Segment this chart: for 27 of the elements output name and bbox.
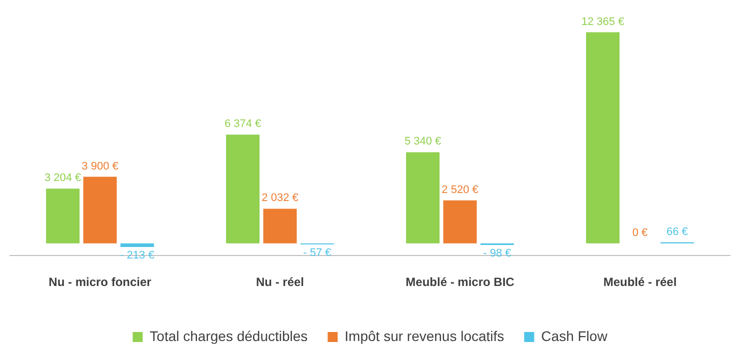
bar bbox=[46, 188, 80, 244]
data-label: 66 € bbox=[666, 226, 688, 238]
data-label: - 213 € bbox=[120, 250, 154, 262]
data-label: 5 340 € bbox=[404, 136, 442, 148]
bar bbox=[406, 152, 440, 244]
x-tick-label: Meublé - micro BIC bbox=[406, 275, 515, 290]
bar bbox=[443, 200, 477, 244]
data-label: 2 520 € bbox=[442, 184, 478, 196]
bar bbox=[226, 134, 260, 244]
legend-label: Impôt sur revenus locatifs bbox=[344, 328, 504, 344]
x-tick-label: Nu - réel bbox=[256, 275, 304, 290]
bar bbox=[263, 208, 297, 244]
data-label: 6 374 € bbox=[224, 118, 262, 130]
x-tick-label: Nu - micro foncier bbox=[48, 275, 152, 290]
data-label: 3 204 € bbox=[44, 172, 82, 184]
legend-label: Total charges déductibles bbox=[150, 328, 308, 344]
bar bbox=[586, 32, 620, 244]
data-label: 2 032 € bbox=[262, 192, 298, 204]
data-label: - 57 € bbox=[303, 246, 332, 259]
legend-label: Cash Flow bbox=[541, 328, 608, 344]
data-label: 3 900 € bbox=[82, 160, 118, 172]
data-label: 12 365 € bbox=[581, 16, 624, 28]
bar bbox=[120, 243, 154, 248]
x-tick-label: Meublé - réel bbox=[603, 275, 677, 290]
data-label: - 98 € bbox=[483, 248, 512, 260]
bar bbox=[83, 176, 117, 244]
data-label: 0 € bbox=[632, 226, 648, 239]
